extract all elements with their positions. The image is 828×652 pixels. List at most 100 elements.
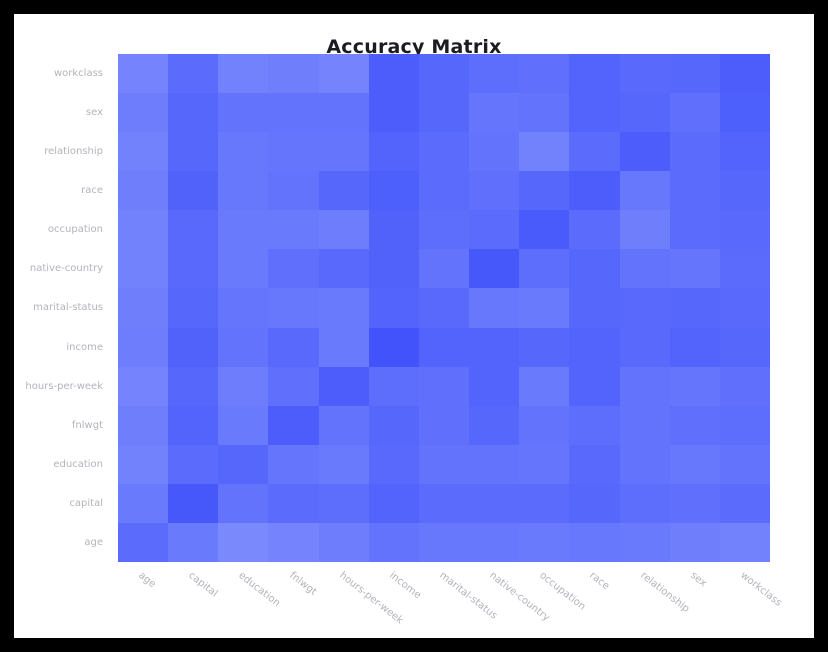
heatmap-cell <box>469 327 520 367</box>
heatmap-cell <box>318 54 369 94</box>
y-axis-tick-label: age <box>84 536 103 548</box>
heatmap-cell <box>268 249 319 289</box>
heatmap-cell <box>619 54 670 94</box>
heatmap-cell <box>519 171 570 211</box>
heatmap-cell <box>569 405 620 445</box>
x-axis-tick-label: income <box>387 570 423 602</box>
heatmap-cell <box>719 93 770 133</box>
x-axis-tick-slot: native-country <box>469 562 551 638</box>
heatmap-cell <box>168 483 219 523</box>
x-axis-tick-slot: race <box>569 562 619 638</box>
heatmap-cell <box>519 132 570 172</box>
heatmap-cell <box>619 522 670 562</box>
y-axis-tick-label: marital-status <box>33 302 103 314</box>
heatmap-cell <box>118 93 169 133</box>
heatmap-cell <box>218 522 269 562</box>
heatmap-cell <box>669 54 720 94</box>
x-axis-tick-label: age <box>136 570 158 591</box>
heatmap-cell <box>569 93 620 133</box>
heatmap-cell <box>418 132 470 172</box>
heatmap-cell <box>368 483 419 523</box>
heatmap-cell <box>168 132 219 172</box>
heatmap-cell <box>469 444 520 484</box>
heatmap-cell <box>268 405 319 445</box>
x-axis-tick-slot: occupation <box>519 562 588 638</box>
heatmap-cell <box>168 288 219 328</box>
heatmap-cell <box>318 210 369 250</box>
heatmap-cell <box>669 327 720 367</box>
heatmap-cell <box>569 171 620 211</box>
heatmap-cell <box>368 93 419 133</box>
heatmap-cell <box>118 366 169 406</box>
heatmap-cell <box>168 405 219 445</box>
x-axis-tick-slot: income <box>369 562 423 638</box>
heatmap-cell <box>519 249 570 289</box>
heatmap-cell <box>218 405 269 445</box>
heatmap-cell <box>619 288 670 328</box>
x-axis-tick-slot: capital <box>168 562 219 638</box>
heatmap-cell <box>168 93 219 133</box>
heatmap-cell <box>719 405 770 445</box>
heatmap-cell <box>368 210 419 250</box>
heatmap-cell <box>669 249 720 289</box>
heatmap-cell <box>418 405 470 445</box>
y-axis-tick-label: capital <box>69 497 103 509</box>
heatmap-grid <box>118 54 770 562</box>
heatmap-cell <box>619 444 670 484</box>
heatmap-cell <box>469 522 520 562</box>
heatmap-cell <box>519 93 570 133</box>
x-axis-tick-slot: hours-per-week <box>319 562 405 638</box>
heatmap-cell <box>469 210 520 250</box>
y-axis-tick-label: education <box>53 458 103 470</box>
heatmap-cell <box>268 366 319 406</box>
heatmap-cell <box>519 54 570 94</box>
heatmap-cell <box>218 327 269 367</box>
heatmap-cell <box>368 132 419 172</box>
heatmap-cell <box>318 132 369 172</box>
y-axis-tick-label: race <box>81 185 103 197</box>
heatmap-cell <box>469 288 520 328</box>
y-axis-labels: workclass sex relationship race occupation na… <box>14 54 112 562</box>
heatmap-cell <box>719 210 770 250</box>
heatmap-cell <box>368 54 419 94</box>
x-axis-tick-label: race <box>587 570 612 593</box>
heatmap-cell <box>168 210 219 250</box>
heatmap-cell <box>118 522 169 562</box>
heatmap-cell <box>168 522 219 562</box>
heatmap-cell <box>569 444 620 484</box>
heatmap-cell <box>218 288 269 328</box>
x-axis-tick-slot: education <box>218 562 283 638</box>
heatmap-cell <box>218 444 269 484</box>
heatmap-cell <box>569 483 620 523</box>
heatmap-cell <box>519 405 570 445</box>
heatmap-cell <box>519 522 570 562</box>
heatmap-cell <box>168 366 219 406</box>
heatmap-cell <box>118 483 169 523</box>
heatmap-cell <box>469 366 520 406</box>
x-axis-tick-label: sex <box>687 570 709 590</box>
heatmap-cell <box>469 93 520 133</box>
heatmap-cell <box>469 54 520 94</box>
heatmap-cell <box>168 54 219 94</box>
heatmap-cell <box>218 54 269 94</box>
heatmap-cell <box>669 171 720 211</box>
heatmap-cell <box>418 171 470 211</box>
heatmap-cell <box>719 171 770 211</box>
heatmap-cell <box>519 444 570 484</box>
heatmap-cell <box>268 210 319 250</box>
heatmap-cell <box>619 210 670 250</box>
heatmap-cell <box>669 288 720 328</box>
heatmap-cell <box>719 249 770 289</box>
heatmap-cell <box>118 405 169 445</box>
heatmap-cell <box>619 405 670 445</box>
x-axis-tick-slot: workclass <box>720 562 783 638</box>
x-axis-tick-slot: age <box>118 562 168 638</box>
heatmap-cell <box>669 483 720 523</box>
heatmap-cell <box>168 249 219 289</box>
heatmap-cell <box>619 93 670 133</box>
heatmap-cell <box>268 444 319 484</box>
heatmap-cell <box>469 483 520 523</box>
heatmap-cell <box>118 171 169 211</box>
heatmap-cell <box>168 327 219 367</box>
y-axis-tick-label: relationship <box>44 146 103 158</box>
